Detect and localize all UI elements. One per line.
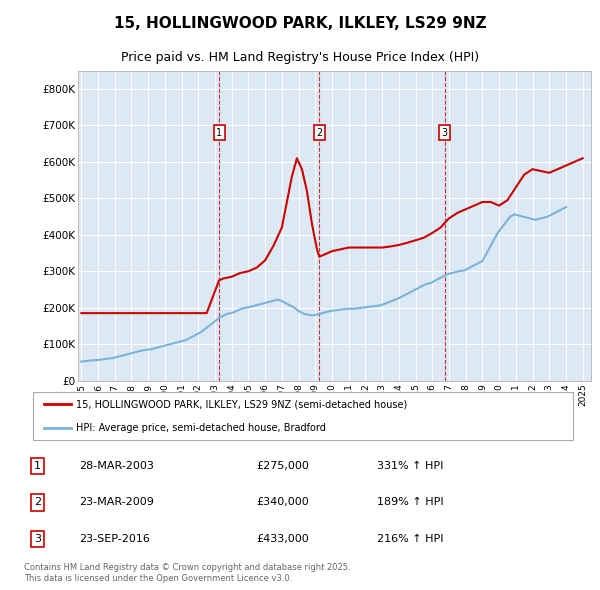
Text: 15, HOLLINGWOOD PARK, ILKLEY, LS29 9NZ (semi-detached house): 15, HOLLINGWOOD PARK, ILKLEY, LS29 9NZ (… [76, 399, 407, 409]
Text: 15, HOLLINGWOOD PARK, ILKLEY, LS29 9NZ: 15, HOLLINGWOOD PARK, ILKLEY, LS29 9NZ [113, 15, 487, 31]
Text: 189% ↑ HPI: 189% ↑ HPI [377, 497, 444, 507]
Text: 3: 3 [442, 128, 448, 137]
Text: £340,000: £340,000 [256, 497, 308, 507]
Text: 331% ↑ HPI: 331% ↑ HPI [377, 461, 443, 471]
Text: 1: 1 [216, 128, 222, 137]
Text: £275,000: £275,000 [256, 461, 309, 471]
Text: Contains HM Land Registry data © Crown copyright and database right 2025.
This d: Contains HM Land Registry data © Crown c… [24, 563, 350, 583]
Text: HPI: Average price, semi-detached house, Bradford: HPI: Average price, semi-detached house,… [76, 422, 326, 432]
Text: Price paid vs. HM Land Registry's House Price Index (HPI): Price paid vs. HM Land Registry's House … [121, 51, 479, 64]
Text: 3: 3 [34, 535, 41, 545]
Text: 23-SEP-2016: 23-SEP-2016 [79, 535, 150, 545]
Text: 28-MAR-2003: 28-MAR-2003 [79, 461, 154, 471]
Text: 1: 1 [34, 461, 41, 471]
Text: 23-MAR-2009: 23-MAR-2009 [79, 497, 154, 507]
Text: 2: 2 [316, 128, 322, 137]
Text: 216% ↑ HPI: 216% ↑ HPI [377, 535, 444, 545]
Text: 2: 2 [34, 497, 41, 507]
FancyBboxPatch shape [33, 392, 573, 440]
Text: £433,000: £433,000 [256, 535, 308, 545]
